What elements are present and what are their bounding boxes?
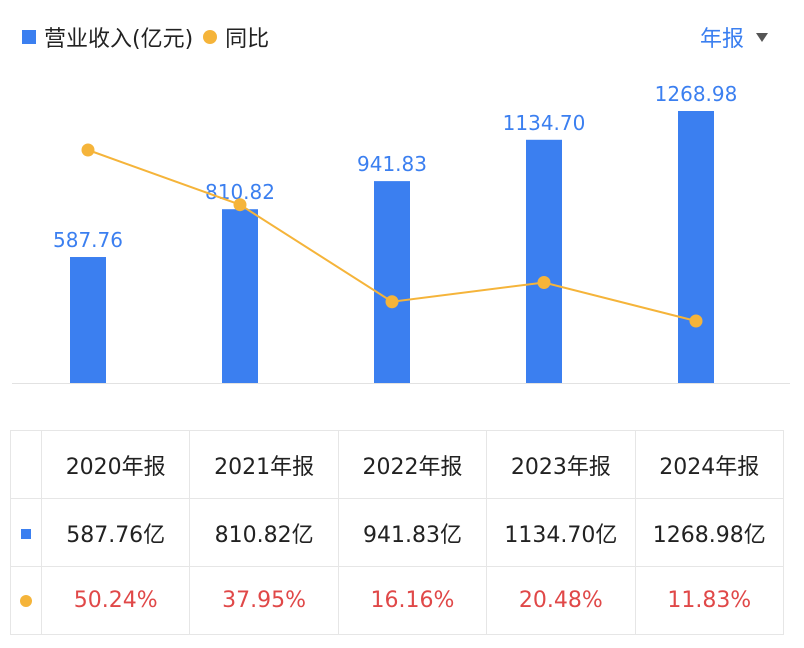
yoy-row-marker (10, 566, 42, 635)
yoy-cell: 50.24% (40, 566, 191, 635)
revenue-data-label: 941.83 (357, 152, 427, 176)
yoy-cell: 37.95% (189, 566, 339, 635)
revenue-cell: 1134.70亿 (486, 498, 636, 567)
revenue-bar (526, 139, 562, 383)
revenue-bar (70, 257, 106, 383)
yoy-cell: 16.16% (337, 566, 488, 635)
revenue-data-label: 1268.98 (655, 82, 738, 106)
caret-down-icon (756, 32, 768, 42)
table-header-cell: 2024年报 (634, 430, 785, 499)
revenue-cell: 810.82亿 (189, 498, 339, 567)
yoy-point (689, 314, 703, 328)
table-header-cell: 2021年报 (189, 430, 339, 499)
revenue-bar (222, 209, 258, 383)
revenue-legend-label: 营业收入(亿元) (44, 27, 194, 52)
period-selector-label: 年报 (699, 27, 744, 52)
chart-legend: 营业收入(亿元) 同比 (22, 22, 269, 52)
yoy-point (81, 143, 95, 157)
yoy-legend-swatch (203, 30, 218, 44)
table-header-cell: 2023年报 (486, 430, 636, 499)
yoy-cell: 11.83% (634, 566, 785, 635)
square-icon (21, 529, 31, 539)
yoy-point (385, 295, 399, 309)
yoy-row: 50.24% 37.95% 16.16% 20.48% 11.83% (10, 566, 785, 635)
yoy-legend-label: 同比 (225, 27, 270, 52)
revenue-bar (678, 111, 714, 383)
table-header-row: 2020年报 2021年报 2022年报 2023年报 2024年报 (10, 430, 785, 499)
dot-icon (20, 595, 32, 607)
revenue-row: 587.76亿 810.82亿 941.83亿 1134.70亿 1268.98… (10, 498, 785, 567)
table-header-cell: 2022年报 (337, 430, 488, 499)
yoy-point (537, 275, 551, 289)
revenue-cell: 1268.98亿 (634, 498, 785, 567)
revenue-cell: 587.76亿 (40, 498, 191, 567)
yoy-point (233, 198, 247, 212)
revenue-bar (374, 181, 410, 383)
data-table: 2020年报 2021年报 2022年报 2023年报 2024年报 587.7… (10, 430, 785, 635)
table-corner-cell (10, 430, 42, 499)
revenue-legend-swatch (22, 30, 36, 44)
table-header-cell: 2020年报 (40, 430, 191, 499)
revenue-data-label: 1134.70 (503, 111, 586, 135)
yoy-cell: 20.48% (486, 566, 636, 635)
period-selector[interactable]: 年报 (700, 22, 768, 52)
revenue-data-label: 587.76 (53, 228, 123, 252)
revenue-row-marker (10, 498, 42, 567)
revenue-cell: 941.83亿 (337, 498, 488, 567)
